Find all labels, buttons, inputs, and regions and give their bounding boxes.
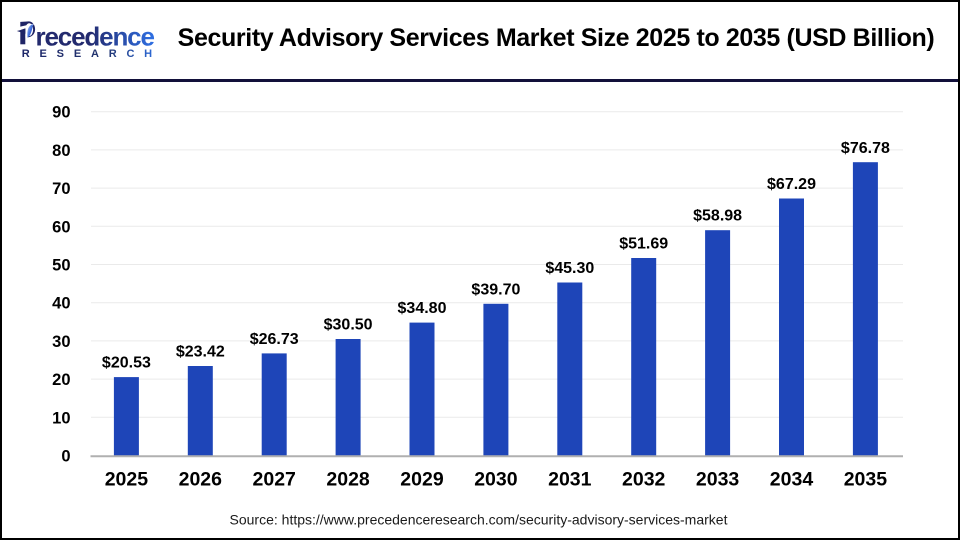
- svg-text:2033: 2033: [696, 469, 740, 491]
- svg-text:60: 60: [52, 218, 70, 236]
- svg-text:2034: 2034: [770, 469, 814, 491]
- svg-text:$34.80: $34.80: [398, 300, 447, 317]
- svg-text:2029: 2029: [400, 469, 444, 491]
- svg-text:$20.53: $20.53: [102, 355, 151, 372]
- svg-text:2035: 2035: [844, 469, 888, 491]
- svg-text:$45.30: $45.30: [545, 260, 594, 277]
- svg-text:$76.78: $76.78: [841, 140, 890, 157]
- svg-text:recedence: recedence: [36, 22, 155, 52]
- svg-text:90: 90: [52, 104, 70, 122]
- svg-text:$51.69: $51.69: [619, 236, 668, 253]
- svg-text:10: 10: [52, 409, 70, 427]
- svg-text:RESEARCH: RESEARCH: [22, 48, 162, 60]
- svg-text:2032: 2032: [622, 469, 666, 491]
- svg-text:40: 40: [52, 295, 70, 313]
- svg-text:$67.29: $67.29: [767, 176, 816, 193]
- svg-text:Source: https://www.precedence: Source: https://www.precedenceresearch.c…: [230, 512, 728, 528]
- svg-text:2031: 2031: [548, 469, 592, 491]
- svg-text:2025: 2025: [105, 469, 149, 491]
- svg-text:2030: 2030: [474, 469, 518, 491]
- svg-text:0: 0: [61, 448, 70, 466]
- svg-text:50: 50: [52, 257, 70, 275]
- svg-text:$26.73: $26.73: [250, 331, 299, 348]
- svg-text:80: 80: [52, 142, 70, 160]
- svg-text:2027: 2027: [253, 469, 296, 491]
- svg-text:$30.50: $30.50: [324, 317, 373, 334]
- svg-text:$39.70: $39.70: [471, 281, 520, 298]
- svg-text:$23.42: $23.42: [176, 344, 225, 361]
- svg-text:$58.98: $58.98: [693, 208, 742, 225]
- svg-text:2026: 2026: [179, 469, 223, 491]
- svg-text:30: 30: [52, 333, 70, 351]
- svg-text:2028: 2028: [326, 469, 370, 491]
- svg-text:70: 70: [52, 180, 70, 198]
- svg-text:20: 20: [52, 371, 70, 389]
